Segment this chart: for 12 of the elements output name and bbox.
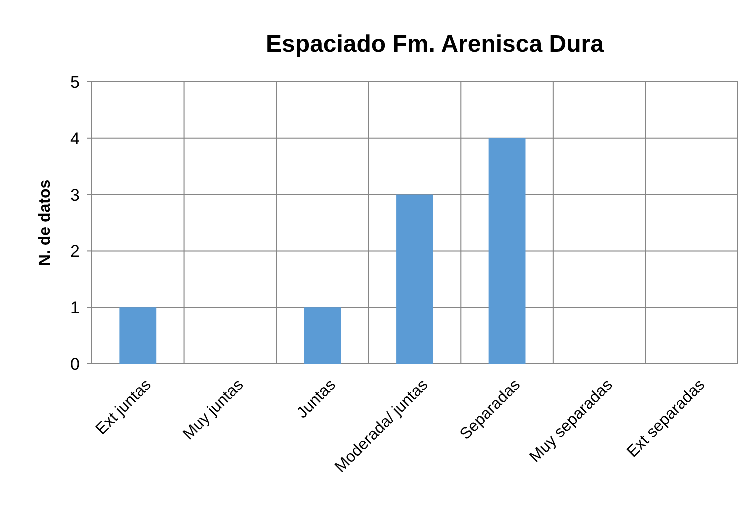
y-tick-label: 1 — [70, 298, 80, 318]
y-tick-label: 3 — [70, 186, 80, 205]
y-tick-label: 5 — [70, 72, 80, 92]
bar — [120, 308, 157, 364]
bar — [304, 308, 342, 364]
chart-title: Espaciado Fm. Arenisca Dura — [266, 31, 605, 58]
y-axis-title: N. de datos — [37, 180, 54, 266]
y-tick-label: 2 — [70, 242, 80, 262]
y-tick-label: 4 — [70, 129, 80, 148]
bar — [488, 138, 526, 364]
bar — [396, 194, 434, 364]
y-tick-label: 0 — [70, 354, 80, 374]
